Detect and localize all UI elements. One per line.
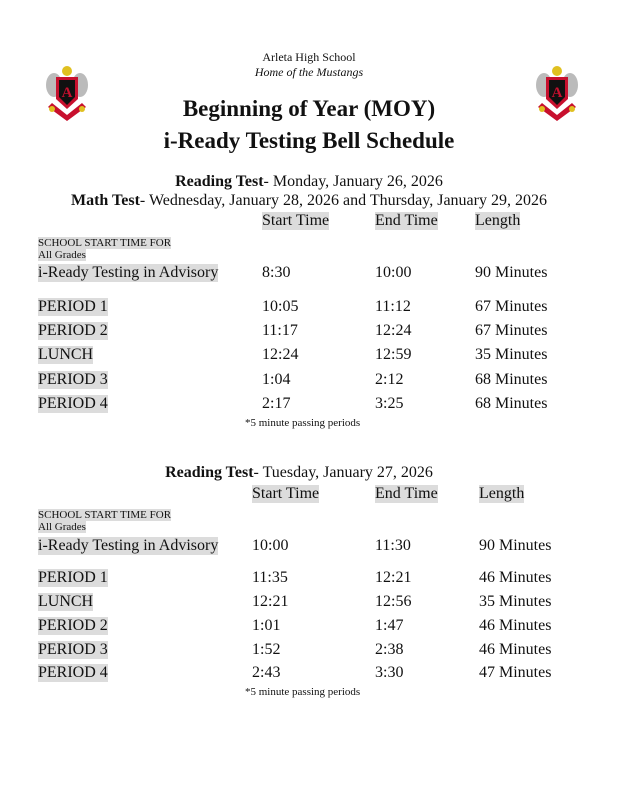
schedule-row-start-time: 1:04 [262,371,291,388]
schedule-row-label: i-Ready Testing in Advisory [38,264,219,282]
schedule-row-label: PERIOD 1 [38,569,108,587]
schedule-row-length: 47 Minutes [479,664,552,681]
schedule-row-start-time: 1:52 [252,641,281,658]
schedule-row-end-time: 11:12 [375,298,411,315]
schedule-row-length: 46 Minutes [479,569,552,586]
schedule-row-end-time: 2:38 [375,641,404,658]
schedule-row-label: PERIOD 3 [38,641,108,659]
schedule-row-start-time: 1:01 [252,617,281,634]
schedule-row-end-time: 12:24 [375,322,412,339]
schedule-row-end-time: 2:12 [375,371,404,388]
schedule-row-end-time: 3:25 [375,395,404,412]
schedule-row-label: PERIOD 4 [38,395,108,413]
school-motto: Home of the Mustangs [254,65,364,79]
all-grades-label: All Grades [38,249,86,261]
schedule-row-length: 35 Minutes [475,346,548,363]
schedule-row-label: i-Ready Testing in Advisory [38,537,219,555]
schedule-row-end-time: 12:59 [375,346,412,363]
schedule-row-label: PERIOD 2 [38,322,108,340]
column-header-start: Start Time [262,212,330,230]
school-start-label: SCHOOL START TIME FOR [38,237,172,249]
schedule-row-start-time: 12:21 [252,593,289,610]
passing-period-note: *5 minute passing periods [245,417,361,429]
schedule-row-end-time: 1:47 [375,617,404,634]
schedule-row-label: PERIOD 2 [38,617,108,635]
school-crest-left-icon: A [46,66,88,121]
schedule-row-end-time: 10:00 [375,264,412,281]
section2-reading-date: Reading Test- Tuesday, January 27, 2026 [165,464,433,481]
column-header-end: End Time [375,485,438,503]
schedule-row-label: LUNCH [38,593,94,611]
page-subtitle: i-Ready Testing Bell Schedule [163,128,455,153]
schedule-row-length: 90 Minutes [475,264,548,281]
schedule-row-start-time: 10:05 [262,298,299,315]
schedule-row-start-time: 2:17 [262,395,291,412]
schedule-row-end-time: 11:30 [375,537,411,554]
schedule-row-label: PERIOD 4 [38,664,108,682]
section1-reading-date: Reading Test- Monday, January 26, 2026 [175,173,443,190]
column-header-end: End Time [375,212,438,230]
schedule-row-length: 90 Minutes [479,537,552,554]
page-title: Beginning of Year (MOY) [182,96,436,121]
schedule-row-length: 68 Minutes [475,395,548,412]
column-header-start: Start Time [252,485,320,503]
schedule-row-length: 67 Minutes [475,322,548,339]
schedule-row-length: 67 Minutes [475,298,548,315]
schedule-row-end-time: 12:56 [375,593,412,610]
schedule-row-end-time: 3:30 [375,664,404,681]
passing-period-note: *5 minute passing periods [245,686,361,698]
schedule-row-start-time: 12:24 [262,346,299,363]
school-start-label: SCHOOL START TIME FOR [38,509,172,521]
school-name: Arleta High School [262,50,356,64]
section1-math-date: Math Test- Wednesday, January 28, 2026 a… [71,192,547,209]
schedule-row-length: 46 Minutes [479,641,552,658]
schedule-row-end-time: 12:21 [375,569,412,586]
schedule-row-length: 35 Minutes [479,593,552,610]
schedule-row-start-time: 8:30 [262,264,291,281]
svg-text:A: A [62,85,73,101]
column-header-length: Length [475,212,521,230]
school-crest-right-icon: A [536,66,578,121]
schedule-row-label: LUNCH [38,346,94,364]
column-header-length: Length [479,485,525,503]
schedule-row-start-time: 11:17 [262,322,298,339]
schedule-row-label: PERIOD 1 [38,298,108,316]
schedule-row-label: PERIOD 3 [38,371,108,389]
schedule-row-start-time: 11:35 [252,569,288,586]
all-grades-label: All Grades [38,521,86,533]
schedule-row-start-time: 10:00 [252,537,289,554]
schedule-row-length: 46 Minutes [479,617,552,634]
svg-text:A: A [552,85,563,101]
schedule-row-start-time: 2:43 [252,664,281,681]
schedule-row-length: 68 Minutes [475,371,548,388]
